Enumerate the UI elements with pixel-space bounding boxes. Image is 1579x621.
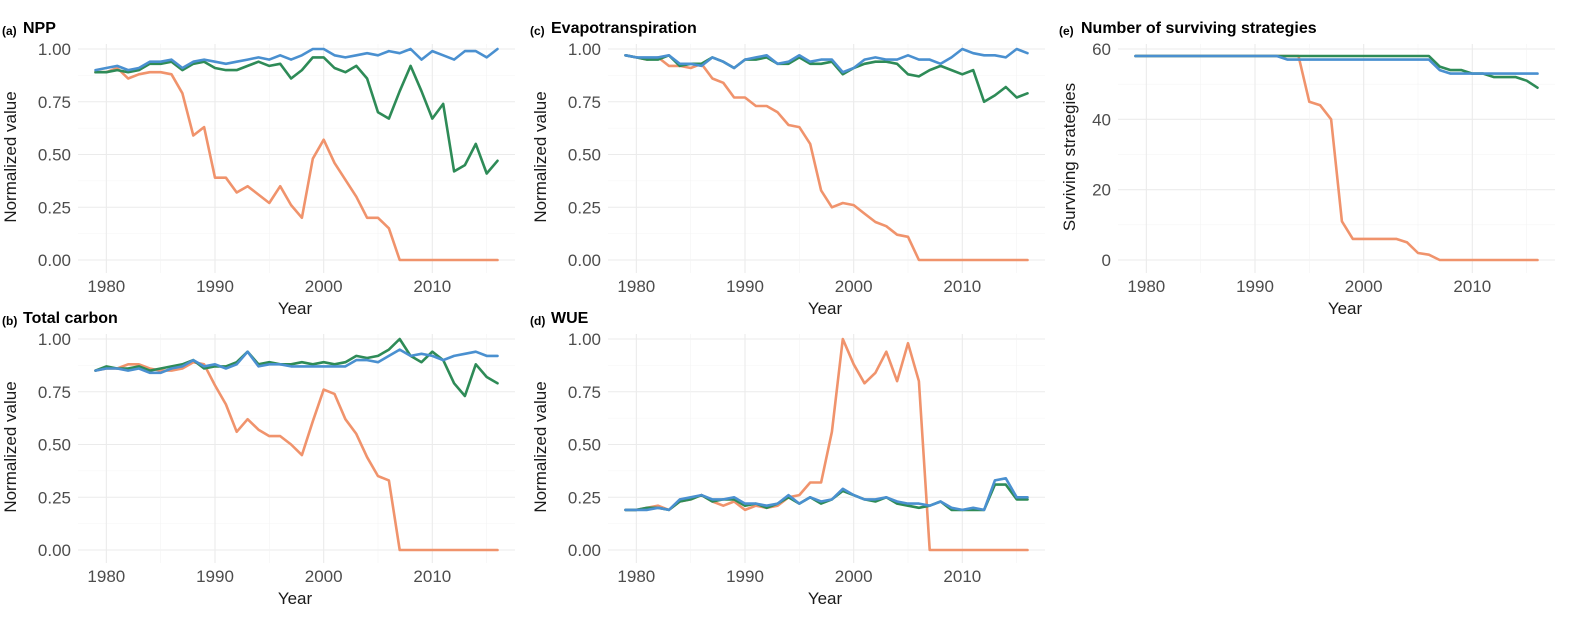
x-axis-title: Year <box>278 589 313 608</box>
x-tick-label: 2000 <box>305 567 343 586</box>
y-axis-title: Normalized value <box>1 381 20 512</box>
x-tick-label: 2000 <box>305 277 343 296</box>
y-tick-label: 0.25 <box>38 198 71 217</box>
y-tick-label: 1.00 <box>568 40 601 59</box>
x-tick-label: 1990 <box>726 567 764 586</box>
y-tick-label: 0.50 <box>38 146 71 165</box>
y-tick-label: 0.00 <box>568 541 601 560</box>
y-tick-label: 20 <box>1092 181 1111 200</box>
y-tick-label: 0.25 <box>38 488 71 507</box>
x-tick-label: 1990 <box>1236 277 1274 296</box>
y-tick-label: 60 <box>1092 40 1111 59</box>
panel-tag: (d) <box>530 314 545 328</box>
panel-total-carbon: (b) Total carbon Normalized value Year 0… <box>1 310 515 608</box>
grid <box>78 44 515 273</box>
panel-evapotranspiration: (c) Evapotranspiration Normalized value … <box>530 20 1045 318</box>
series-group <box>1136 56 1538 260</box>
y-tick-label: 0.25 <box>568 198 601 217</box>
x-tick-label: 2000 <box>835 277 873 296</box>
y-tick-label: 0.50 <box>568 436 601 455</box>
x-tick-label: 2000 <box>835 567 873 586</box>
x-tick-label: 2010 <box>413 277 451 296</box>
panel-tag: (b) <box>2 314 17 328</box>
series-line-orange <box>626 55 1028 260</box>
panel-title: Total carbon <box>23 310 118 327</box>
panel-title: Evapotranspiration <box>551 20 697 37</box>
series-line-blue <box>626 478 1028 510</box>
series-line-orange <box>1136 56 1538 260</box>
panel-title: NPP <box>23 20 56 37</box>
x-tick-label: 1980 <box>87 567 125 586</box>
x-tick-label: 1980 <box>87 277 125 296</box>
series-line-blue <box>1136 56 1538 74</box>
y-tick-label: 1.00 <box>568 330 601 349</box>
y-tick-label: 0.75 <box>568 383 601 402</box>
series-line-blue <box>96 49 498 70</box>
y-axis-title: Normalized value <box>531 381 550 512</box>
x-tick-label: 2000 <box>1345 277 1383 296</box>
x-tick-label: 1990 <box>196 277 234 296</box>
panel-tag: (e) <box>1059 24 1074 38</box>
series-line-blue <box>626 49 1028 72</box>
y-tick-label: 0.50 <box>38 436 71 455</box>
y-tick-label: 0 <box>1102 251 1111 270</box>
y-tick-label: 0.75 <box>38 93 71 112</box>
panel-surviving-strategies: (e) Number of surviving strategies Survi… <box>1059 20 1555 318</box>
x-tick-label: 1990 <box>196 567 234 586</box>
series-line-orange <box>96 362 498 550</box>
series-line-green <box>96 57 498 173</box>
x-tick-label: 1980 <box>617 567 655 586</box>
panel-tag: (c) <box>530 24 545 38</box>
x-tick-label: 1980 <box>1127 277 1165 296</box>
y-tick-label: 0.75 <box>568 93 601 112</box>
panel-wue: (d) WUE Normalized value Year 0.00 0.25 0.… <box>530 310 1045 608</box>
panel-title: Number of surviving strategies <box>1081 20 1317 37</box>
panel-tag: (a) <box>2 24 17 38</box>
x-tick-label: 2010 <box>943 277 981 296</box>
y-axis-title: Surviving strategies <box>1060 83 1079 231</box>
x-axis-title: Year <box>1328 299 1363 318</box>
x-tick-label: 1980 <box>617 277 655 296</box>
panel-title: WUE <box>551 310 589 327</box>
y-tick-label: 1.00 <box>38 330 71 349</box>
y-tick-label: 40 <box>1092 110 1111 129</box>
y-tick-label: 0.50 <box>568 146 601 165</box>
x-axis-title: Year <box>808 299 843 318</box>
x-axis-title: Year <box>808 589 843 608</box>
grid <box>608 44 1045 273</box>
y-tick-label: 0.00 <box>38 541 71 560</box>
series-line-green <box>626 55 1028 102</box>
panel-npp: (a) NPP Normalized value Year 0.00 0.25 0.… <box>1 20 515 318</box>
y-axis-title: Normalized value <box>531 91 550 222</box>
x-tick-label: 2010 <box>413 567 451 586</box>
series-line-orange <box>96 68 498 260</box>
x-tick-label: 2010 <box>1453 277 1491 296</box>
x-tick-label: 1990 <box>726 277 764 296</box>
y-tick-label: 0.00 <box>38 251 71 270</box>
y-tick-label: 0.00 <box>568 251 601 270</box>
x-axis-title: Year <box>278 299 313 318</box>
y-tick-label: 0.25 <box>568 488 601 507</box>
y-tick-label: 0.75 <box>38 383 71 402</box>
y-tick-label: 1.00 <box>38 40 71 59</box>
x-tick-label: 2010 <box>943 567 981 586</box>
grid <box>608 334 1045 563</box>
y-axis-title: Normalized value <box>1 91 20 222</box>
